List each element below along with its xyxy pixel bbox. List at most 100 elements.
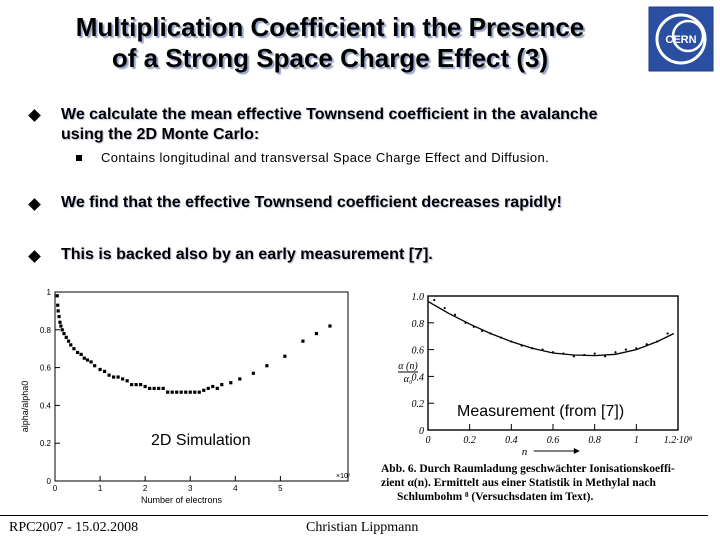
- sim-data-point: [107, 374, 110, 377]
- caption-line-1: Abb. 6. Durch Raumladung geschwächter Io…: [381, 462, 675, 476]
- sim-x-tick-label: 4: [233, 484, 238, 493]
- sim-data-point: [328, 324, 331, 327]
- sim-data-point: [61, 328, 64, 331]
- sim-data-point: [180, 391, 183, 394]
- logo-text: CERN: [665, 34, 696, 46]
- simulation-label: 2D Simulation: [151, 432, 251, 450]
- meas-x-tick-label: 0.2: [463, 435, 476, 446]
- sim-data-point: [216, 387, 219, 390]
- meas-data-point: [552, 351, 554, 353]
- sim-x-tick-label: 1: [98, 484, 103, 493]
- sim-data-point: [265, 364, 268, 367]
- bullet-1: We calculate the mean effective Townsend…: [61, 105, 597, 145]
- meas-data-point: [444, 307, 446, 309]
- sim-data-point: [86, 358, 89, 361]
- sim-data-point: [130, 383, 133, 386]
- sim-data-point: [57, 315, 60, 318]
- meas-data-point: [541, 349, 543, 351]
- sim-data-point: [202, 389, 205, 392]
- footer-center: Christian Lippmann: [306, 520, 418, 536]
- sim-data-point: [193, 391, 196, 394]
- sim-x-axis-label: Number of electrons: [141, 495, 223, 505]
- meas-y-tick-label: 0: [419, 426, 424, 437]
- meas-y-label-denominator: α₀: [404, 374, 413, 385]
- sim-data-point: [93, 364, 96, 367]
- sim-data-point: [283, 355, 286, 358]
- sub-bullet: Contains longitudinal and transversal Sp…: [101, 150, 549, 165]
- meas-x-tick-label: 0.8: [588, 435, 601, 446]
- meas-data-point: [646, 343, 648, 345]
- sim-plot-frame: [55, 292, 348, 481]
- sim-data-point: [171, 391, 174, 394]
- meas-x-tick-label: 1: [634, 435, 639, 446]
- meas-arrow-head-icon: [574, 448, 580, 454]
- sim-data-point: [166, 391, 169, 394]
- sim-data-point: [175, 391, 178, 394]
- slide-title: Multiplication Coefficient in the Presen…: [0, 12, 660, 74]
- meas-data-point: [604, 355, 606, 357]
- meas-data-point: [521, 344, 523, 346]
- sim-x-multiplier: ×10⁷: [336, 473, 351, 480]
- meas-y-tick-label: 0.4: [412, 372, 425, 383]
- meas-data-point: [583, 354, 585, 356]
- sim-y-tick-label: 0.8: [40, 326, 52, 335]
- sim-data-point: [62, 332, 65, 335]
- sim-y-tick-label: 1: [47, 288, 52, 297]
- meas-x-tick-label: 1.2·10⁸: [664, 435, 693, 446]
- sim-data-point: [148, 387, 151, 390]
- sim-x-tick-label: 2: [143, 484, 148, 493]
- sim-data-point: [59, 324, 62, 327]
- meas-y-tick-label: 0.8: [412, 319, 425, 330]
- meas-data-point: [625, 349, 627, 351]
- sim-data-point: [162, 387, 165, 390]
- meas-data-point: [473, 326, 475, 328]
- meas-x-tick-label: 0.4: [505, 435, 518, 446]
- sim-x-tick-label: 0: [53, 484, 58, 493]
- sim-data-point: [67, 340, 70, 343]
- meas-data-point: [656, 340, 658, 342]
- sim-data-point: [184, 391, 187, 394]
- sim-data-point: [69, 343, 72, 346]
- sim-data-point: [112, 375, 115, 378]
- meas-y-label-numerator: α (n): [398, 361, 418, 372]
- caption-line-3: Schlumbohm ⁸ (Versuchsdaten im Text).: [381, 490, 675, 504]
- caption-line-2: zient α(n). Ermittelt aus einer Statisti…: [381, 476, 675, 490]
- sim-data-point: [189, 391, 192, 394]
- sim-data-point: [157, 387, 160, 390]
- footer-divider: [0, 515, 708, 516]
- title-line-2: of a Strong Space Charge Effect (3): [0, 43, 660, 74]
- meas-x-tick-label: 0: [426, 435, 431, 446]
- sim-y-tick-label: 0.2: [40, 439, 52, 448]
- sim-data-point: [301, 340, 304, 343]
- meas-y-tick-label: 0.6: [412, 346, 425, 357]
- sim-data-point: [76, 351, 79, 354]
- sim-data-point: [83, 357, 86, 360]
- bullet-3: This is backed also by an early measurem…: [61, 246, 433, 264]
- sim-data-point: [238, 377, 241, 380]
- sim-data-point: [72, 347, 75, 350]
- footer-left: RPC2007 - 15.02.2008: [9, 520, 138, 536]
- meas-y-tick-label: 1.0: [412, 292, 425, 303]
- sim-data-point: [153, 387, 156, 390]
- sim-data-point: [57, 309, 60, 312]
- sim-data-point: [220, 383, 223, 386]
- sim-data-point: [126, 379, 129, 382]
- sim-data-point: [211, 385, 214, 388]
- sim-data-point: [56, 294, 59, 297]
- bullet-diamond-icon: [28, 198, 41, 211]
- sim-y-tick-label: 0: [47, 477, 52, 486]
- bullet-1-line-2: using the 2D Monte Carlo:: [61, 125, 597, 145]
- sim-data-point: [144, 385, 147, 388]
- sim-data-point: [135, 383, 138, 386]
- meas-data-point: [433, 299, 435, 301]
- meas-data-point: [531, 347, 533, 349]
- sim-y-tick-label: 0.4: [40, 401, 52, 410]
- meas-data-point: [562, 353, 564, 355]
- meas-x-axis-label: n: [522, 446, 528, 458]
- meas-y-tick-label: 0.2: [412, 399, 425, 410]
- meas-data-point: [464, 322, 466, 324]
- meas-data-point: [635, 347, 637, 349]
- sim-data-point: [139, 383, 142, 386]
- title-line-1: Multiplication Coefficient in the Presen…: [0, 12, 660, 43]
- sim-data-point: [315, 332, 318, 335]
